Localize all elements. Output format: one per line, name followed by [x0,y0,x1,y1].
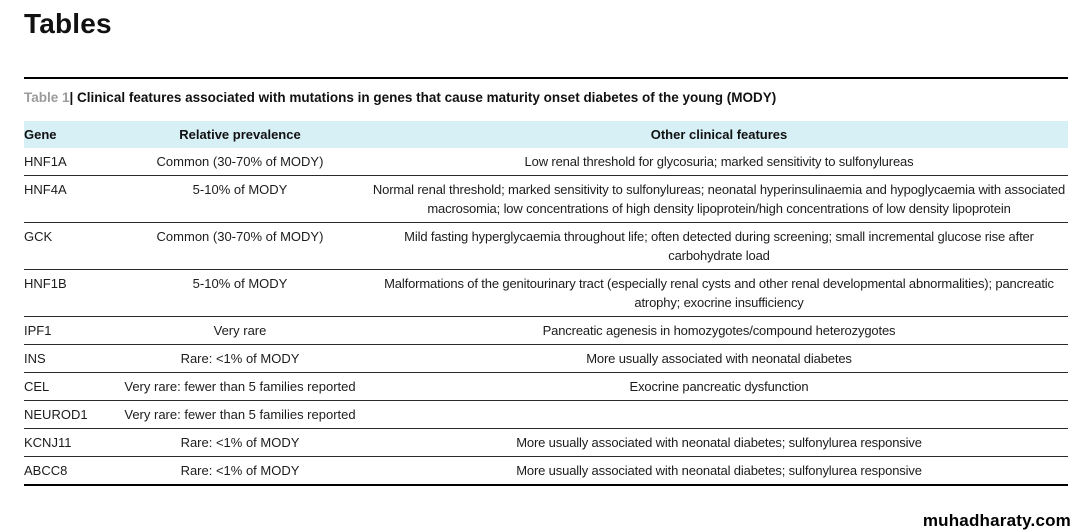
table-row: INS Rare: <1% of MODY More usually assoc… [24,344,1068,373]
features-cell: More usually associated with neonatal di… [372,456,1068,486]
prevalence-cell: 5-10% of MODY [110,175,372,223]
features-cell: Mild fasting hyperglycaemia throughout l… [372,222,1068,270]
mody-genes-table: Gene Relative prevalence Other clinical … [24,121,1068,486]
features-cell: More usually associated with neonatal di… [372,344,1068,373]
column-header-gene: Gene [24,121,110,148]
watermark-link[interactable]: muhadharaty.com [922,511,1071,530]
features-cell: Malformations of the genitourinary tract… [372,269,1068,317]
table-row: GCK Common (30-70% of MODY) Mild fasting… [24,222,1068,270]
gene-cell: KCNJ11 [24,428,110,457]
table-row: ABCC8 Rare: <1% of MODY More usually ass… [24,456,1068,486]
page-title: Tables [24,8,112,39]
table-row: KCNJ11 Rare: <1% of MODY More usually as… [24,428,1068,457]
column-header-features: Other clinical features [372,121,1068,148]
table-caption-label: Table 1 [24,90,70,105]
table-row: CEL Very rare: fewer than 5 families rep… [24,372,1068,401]
table-header: Gene Relative prevalence Other clinical … [24,121,1068,148]
prevalence-cell: Rare: <1% of MODY [110,428,372,457]
gene-cell: NEUROD1 [24,400,110,429]
table-row: IPF1 Very rare Pancreatic agenesis in ho… [24,316,1068,345]
features-cell: Normal renal threshold; marked sensitivi… [372,175,1068,223]
prevalence-cell: Common (30-70% of MODY) [110,148,372,176]
prevalence-cell: Very rare [110,316,372,345]
gene-cell: GCK [24,222,110,270]
gene-cell: HNF1B [24,269,110,317]
prevalence-cell: Rare: <1% of MODY [110,344,372,373]
document-page: Tables Table 1| Clinical features associ… [24,8,1068,486]
gene-cell: IPF1 [24,316,110,345]
prevalence-cell: Very rare: fewer than 5 families reporte… [110,400,372,429]
prevalence-cell: 5-10% of MODY [110,269,372,317]
gene-cell: ABCC8 [24,456,110,486]
features-cell: Low renal threshold for glycosuria; mark… [372,148,1068,176]
features-cell: Pancreatic agenesis in homozygotes/compo… [372,316,1068,345]
table-row: HNF4A 5-10% of MODY Normal renal thresho… [24,175,1068,223]
header-row: Gene Relative prevalence Other clinical … [24,121,1068,148]
table-body: HNF1A Common (30-70% of MODY) Low renal … [24,148,1068,486]
features-cell [372,400,1068,429]
prevalence-cell: Common (30-70% of MODY) [110,222,372,270]
table-caption: Table 1| Clinical features associated wi… [24,89,1068,106]
gene-cell: HNF1A [24,148,110,176]
features-cell: Exocrine pancreatic dysfunction [372,372,1068,401]
prevalence-cell: Very rare: fewer than 5 families reporte… [110,372,372,401]
column-header-prevalence: Relative prevalence [110,121,372,148]
gene-cell: INS [24,344,110,373]
table-top-rule [24,77,1068,79]
table-row: NEUROD1 Very rare: fewer than 5 families… [24,400,1068,429]
table-row: HNF1A Common (30-70% of MODY) Low renal … [24,148,1068,176]
table-row: HNF1B 5-10% of MODY Malformations of the… [24,269,1068,317]
features-cell: More usually associated with neonatal di… [372,428,1068,457]
table-caption-text: | Clinical features associated with muta… [69,90,777,105]
gene-cell: HNF4A [24,175,110,223]
gene-cell: CEL [24,372,110,401]
prevalence-cell: Rare: <1% of MODY [110,456,372,486]
